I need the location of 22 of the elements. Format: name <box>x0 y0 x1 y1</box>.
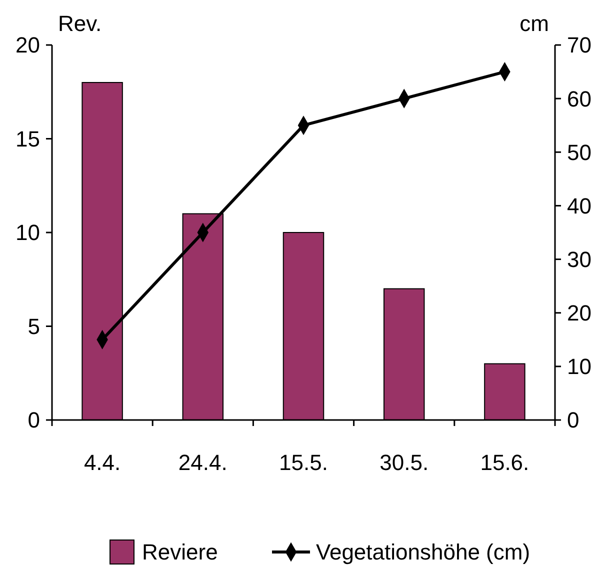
y-tick-label: 20 <box>16 32 40 58</box>
y-tick-label: 5 <box>28 314 40 339</box>
x-tick-label: 15.6. <box>480 450 530 475</box>
y2-tick-label: 0 <box>567 408 580 433</box>
y2-axis-title: cm <box>520 11 549 36</box>
x-tick-label: 15.5. <box>279 450 328 475</box>
x-tick-label: 30.5. <box>380 450 429 475</box>
y-tick-label: 15 <box>16 126 40 152</box>
y-tick-label: 0 <box>28 408 40 433</box>
y2-tick-label: 30 <box>567 246 592 272</box>
y-axis-title: Rev. <box>58 11 102 36</box>
x-tick-label: 24.4. <box>178 450 228 475</box>
legend-label: Reviere <box>142 540 218 565</box>
y2-tick-label: 20 <box>567 300 592 326</box>
y2-tick-label: 70 <box>567 32 592 58</box>
legend-label: Vegetationshöhe (cm) <box>316 540 530 565</box>
x-tick-label: 4.4. <box>84 450 121 475</box>
y2-tick-label: 10 <box>567 354 592 380</box>
y2-tick-label: 50 <box>567 140 592 165</box>
y2-tick-label: 40 <box>567 193 592 218</box>
y2-tick-label: 60 <box>567 86 592 112</box>
y-tick-label: 10 <box>16 220 40 246</box>
